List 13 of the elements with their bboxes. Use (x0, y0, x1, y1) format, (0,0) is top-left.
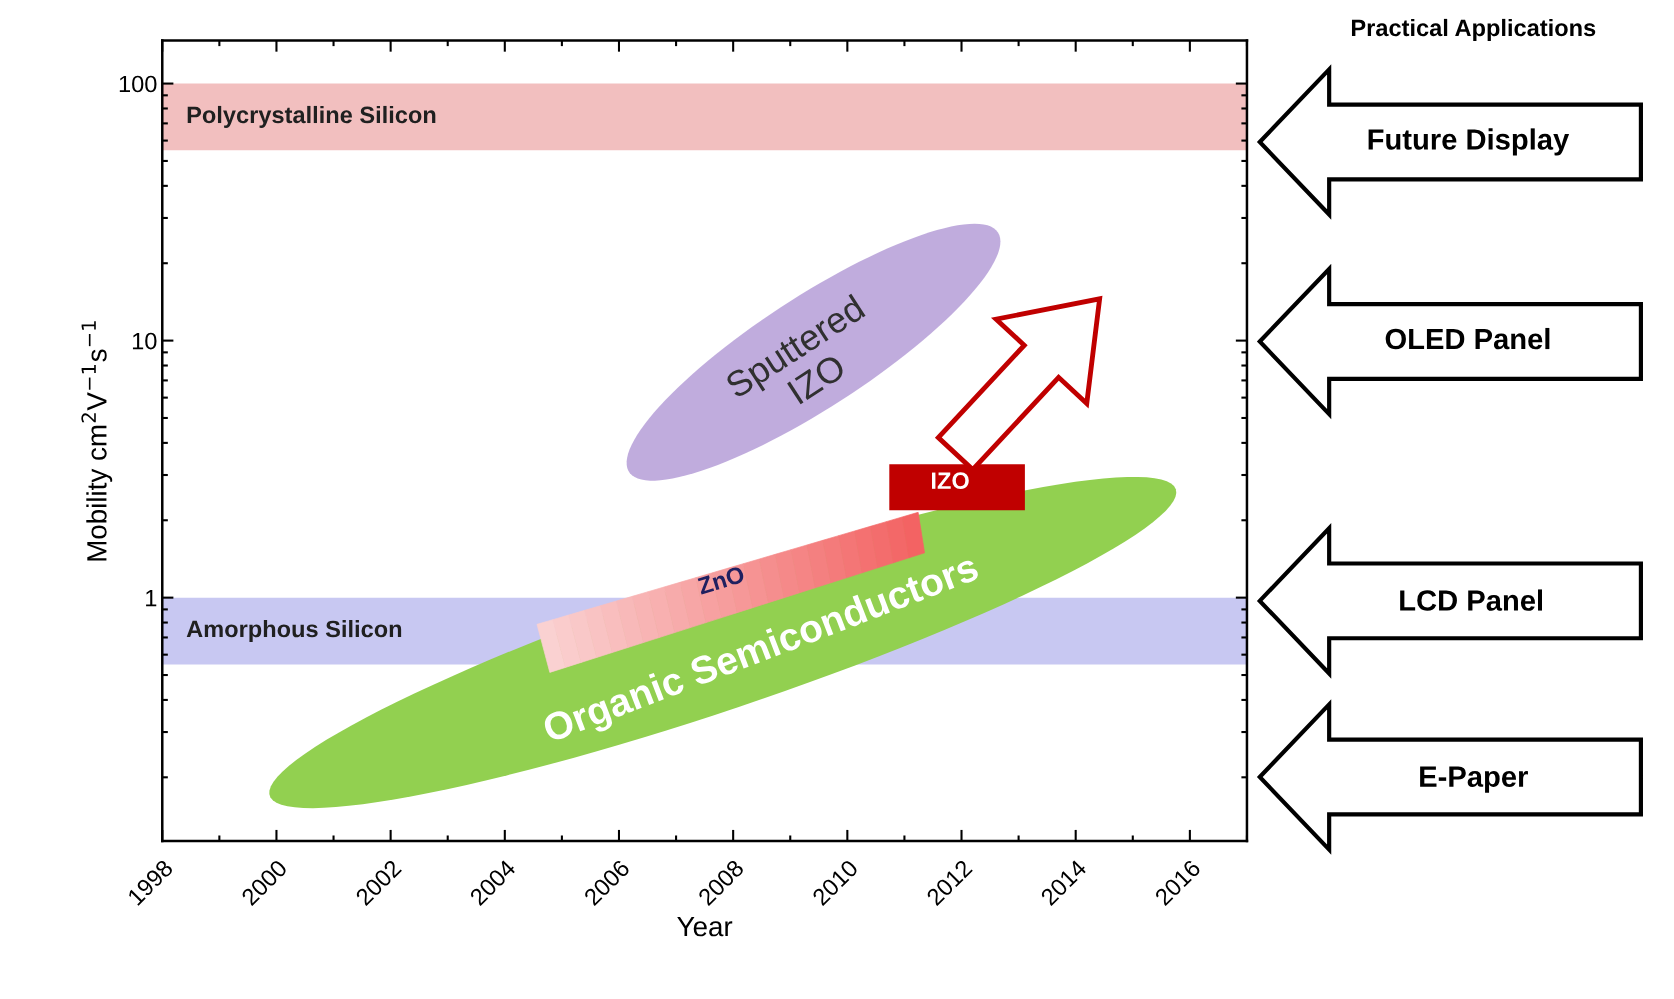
y-tick-label: 1 (146, 589, 157, 607)
x-axis-title: Year (677, 916, 733, 937)
text: Future Display (1368, 128, 1570, 156)
text: E-Paper (1420, 766, 1528, 793)
text: OLED Panel (1385, 327, 1550, 350)
y-axis-title: Mobility cm$^{2}$V$^{−1}$s$^{−1}$ (81, 321, 113, 561)
y-tick-label: 100 (119, 75, 157, 93)
y-tick-label: 10 (132, 332, 157, 350)
text: Practical Applications (1351, 18, 1596, 41)
band-label: Amorphous Silicon (186, 620, 402, 643)
text: LCD Panel (1400, 589, 1543, 611)
band-label: Polycrystalline Silicon (187, 105, 436, 128)
annotation: IZO (932, 472, 969, 490)
